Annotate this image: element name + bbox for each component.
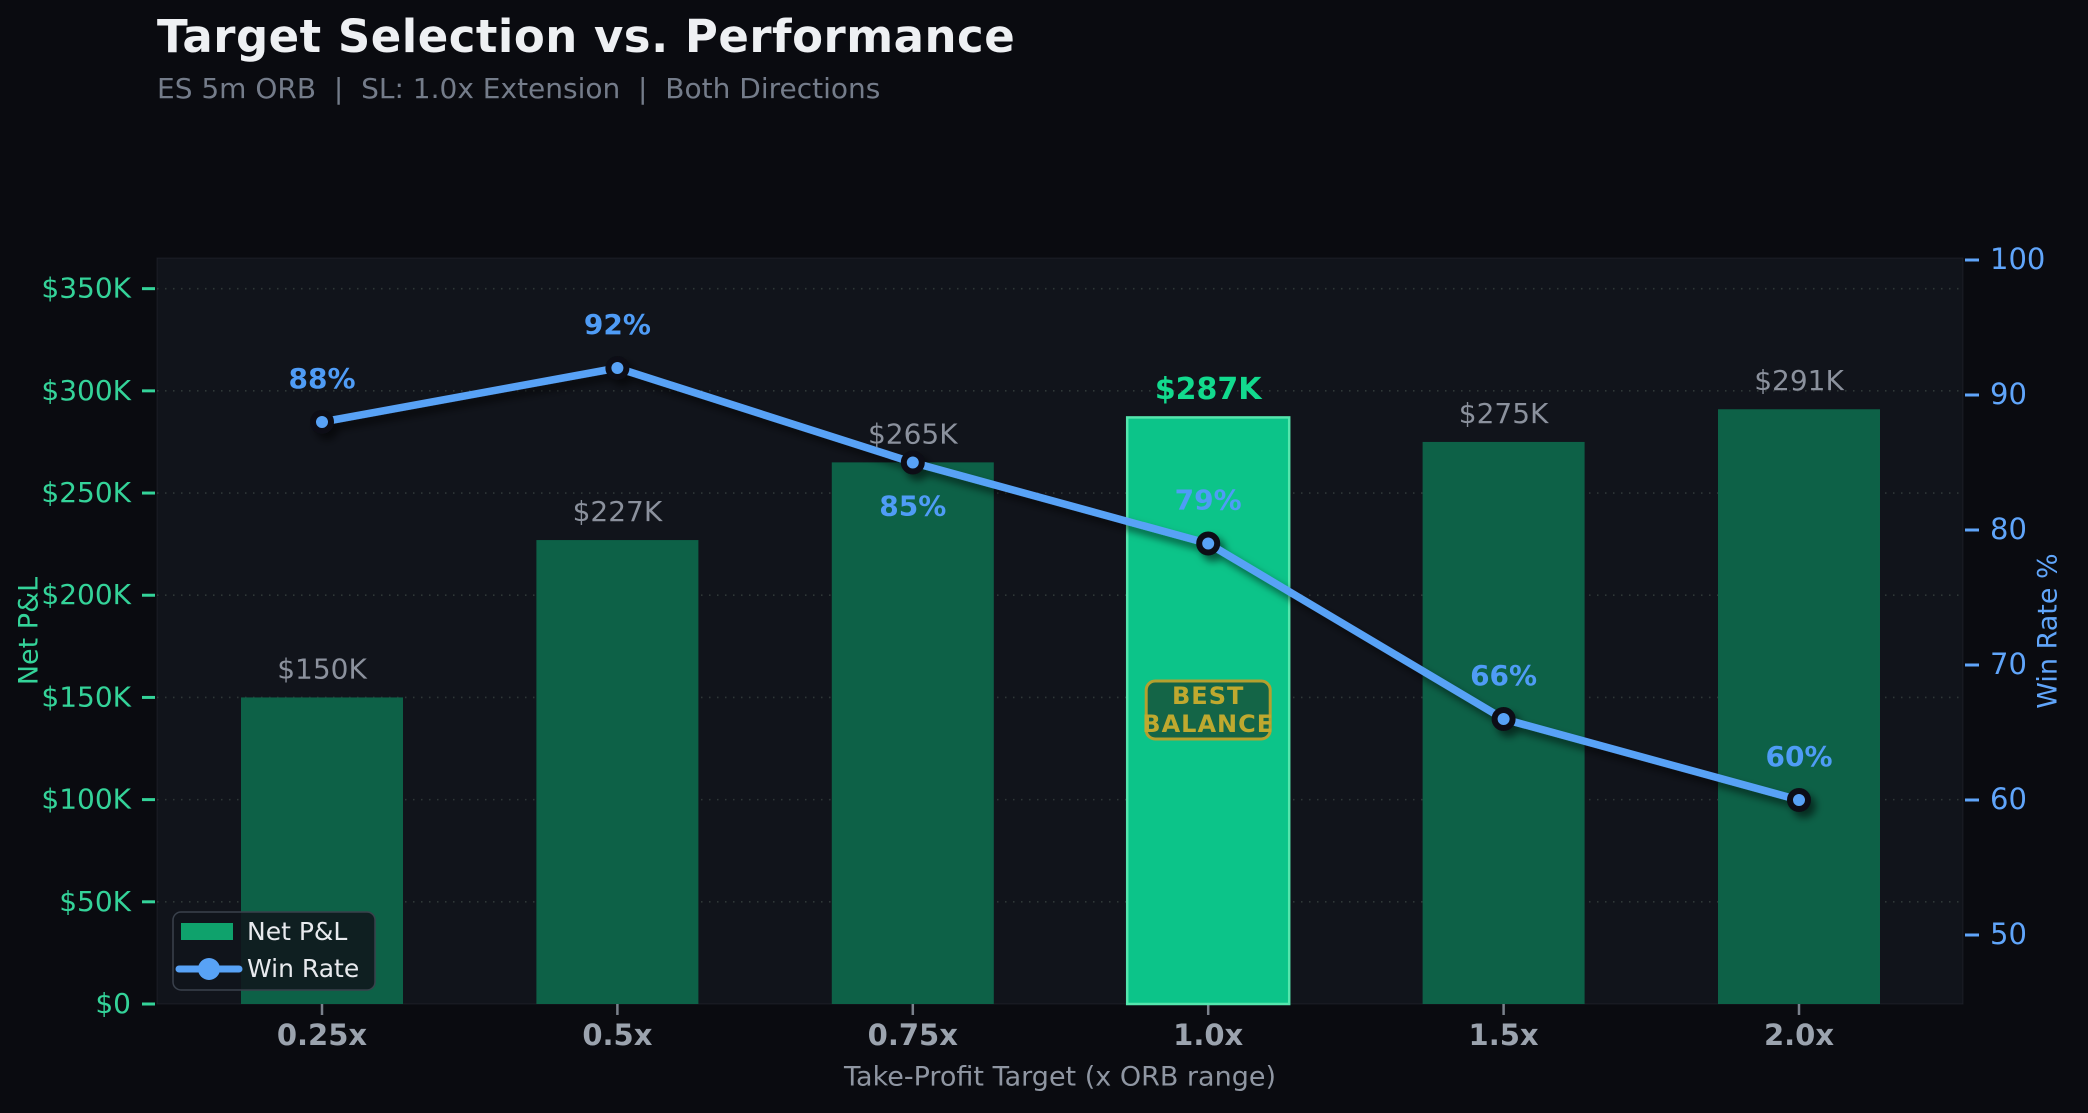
win-rate-label: 60% (1765, 740, 1832, 773)
left-tick-label: $50K (59, 885, 131, 918)
chart-subtitle: ES 5m ORB | SL: 1.0x Extension | Both Di… (157, 72, 881, 105)
win-rate-label: 92% (584, 308, 651, 341)
legend-label-net-pnl: Net P&L (247, 917, 347, 946)
x-tick-label: 0.75x (868, 1018, 959, 1052)
bar-0.5x (536, 540, 699, 1004)
x-tick-label: 0.5x (582, 1018, 652, 1052)
right-tick-label: 80 (1990, 512, 2027, 546)
win-rate-label: 85% (879, 490, 946, 523)
line-marker-0.5x (605, 356, 630, 380)
right-tick-label: 90 (1990, 377, 2027, 411)
left-tick-label: $200K (41, 578, 131, 611)
badge-box (1144, 679, 1272, 741)
line-series (310, 356, 1811, 812)
x-tick-label: 2.0x (1764, 1018, 1834, 1052)
line-marker-1.0x (1196, 531, 1221, 556)
chart-header: Target Selection vs. Performance ES 5m O… (157, 10, 1015, 105)
bar-value-label: $287K (1155, 372, 1263, 407)
bar-value-label: $265K (868, 417, 958, 450)
right-tick-label: 60 (1990, 782, 2027, 816)
line-marker-0.75x (900, 450, 925, 475)
x-tick-label: 0.25x (277, 1018, 368, 1052)
left-tick-label: $300K (41, 374, 131, 407)
win-rate-line (318, 364, 1803, 804)
win-rate-label: 79% (1175, 484, 1242, 517)
bar-series (241, 409, 1880, 1006)
left-axis-title: Net P&L (14, 577, 45, 685)
x-tick-label: 1.0x (1173, 1018, 1243, 1052)
line-marker-0.25x (310, 410, 334, 434)
legend-label-win-rate: Win Rate (247, 954, 359, 983)
win-rate-label: 88% (288, 362, 355, 395)
left-tick-label: $250K (41, 476, 131, 509)
bar-value-label: $227K (573, 495, 663, 528)
bar-value-label: $291K (1754, 364, 1844, 397)
line-marker-1.5x (1491, 707, 1516, 731)
chart-title: Target Selection vs. Performance (157, 10, 1016, 63)
badge-text-line2: BALANCE (1142, 710, 1274, 738)
bar-value-label: $150K (277, 652, 367, 685)
bar-0.75x (831, 462, 994, 1005)
x-axis-title: Take-Profit Target (x ORB range) (843, 1062, 1276, 1093)
left-tick-label: $350K (41, 272, 131, 305)
badge-text-line1: BEST (1172, 682, 1244, 710)
left-tick-label: $100K (41, 783, 131, 816)
left-tick-label: $0 (95, 987, 131, 1020)
x-tick-label: 1.5x (1469, 1018, 1539, 1052)
line-marker-2.0x (1787, 788, 1811, 812)
left-tick-label: $150K (41, 680, 131, 713)
legend-bar-swatch (181, 923, 233, 940)
right-axis-title: Win Rate % (2033, 553, 2064, 708)
bar-2.0x (1718, 409, 1880, 1004)
right-tick-label: 100 (1990, 242, 2045, 276)
right-tick-label: 50 (1990, 917, 2027, 951)
win-rate-label: 66% (1470, 659, 1537, 692)
legend: Net P&L Win Rate (172, 911, 376, 991)
right-tick-label: 70 (1990, 647, 2027, 681)
legend-line-dot (198, 958, 220, 980)
bar-value-label: $275K (1459, 397, 1549, 430)
plot-area (156, 257, 1964, 1005)
